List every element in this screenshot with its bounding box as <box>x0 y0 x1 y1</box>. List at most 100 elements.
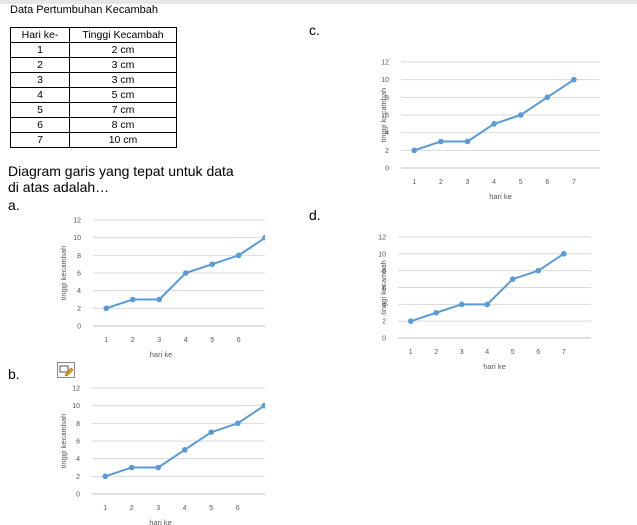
y-axis-label: tinggi kecambah <box>59 414 68 469</box>
y-tick-label: 10 <box>381 77 389 84</box>
y-tick-label: 8 <box>382 268 386 275</box>
data-point <box>261 402 265 409</box>
data-point <box>235 252 242 259</box>
x-tick-label: 2 <box>434 349 438 356</box>
y-tick-label: 6 <box>77 271 81 278</box>
x-tick-label: 4 <box>485 349 489 356</box>
data-point <box>209 261 216 267</box>
option-d-label[interactable]: d. <box>309 207 321 223</box>
y-tick-label: 0 <box>77 324 81 331</box>
data-point <box>491 121 497 127</box>
y-tick-label: 0 <box>382 336 386 343</box>
x-tick-label: 3 <box>156 505 160 512</box>
x-tick-label: 1 <box>104 337 108 344</box>
paste-options-icon[interactable] <box>57 362 75 378</box>
option-c-label[interactable]: c. <box>309 22 320 38</box>
y-axis-label: tinggi kecambah <box>379 260 388 315</box>
y-tick-label: 2 <box>76 474 80 481</box>
y-tick-label: 0 <box>76 492 80 499</box>
pencil-icon <box>59 365 74 377</box>
data-point <box>458 301 465 308</box>
table-cell: 2 <box>10 57 70 73</box>
table-header-row: Hari ke- Tinggi Kecambah <box>10 27 177 43</box>
y-tick-label: 2 <box>77 306 81 313</box>
table-cell: 10 cm <box>69 132 177 148</box>
x-tick-label: 2 <box>131 337 135 344</box>
data-point <box>484 301 491 308</box>
table-cell: 8 cm <box>69 117 177 133</box>
x-tick-label: 3 <box>460 349 464 356</box>
y-tick-label: 6 <box>76 439 80 446</box>
page-title: Data Pertumbuhan Kecambah <box>10 4 158 16</box>
data-point <box>182 270 189 276</box>
data-point <box>181 447 188 453</box>
table-cell: 3 cm <box>69 57 177 73</box>
y-axis-label: tinggi kecambah <box>59 246 68 301</box>
table-row: 7 10 cm <box>10 132 177 148</box>
x-tick-label: 2 <box>130 505 134 512</box>
data-point <box>407 318 414 324</box>
table-header-day: Hari ke- <box>10 27 70 43</box>
top-border <box>0 0 637 4</box>
y-tick-label: 6 <box>385 113 389 120</box>
table-cell: 3 cm <box>69 72 177 88</box>
y-tick-label: 4 <box>76 456 80 463</box>
y-tick-label: 12 <box>72 386 80 393</box>
y-tick-label: 12 <box>73 218 81 225</box>
data-point <box>438 138 444 145</box>
data-point <box>571 76 577 83</box>
x-tick-label: 4 <box>184 337 188 344</box>
y-tick-label: 2 <box>382 319 386 326</box>
data-point <box>517 112 524 118</box>
y-tick-label: 12 <box>381 60 389 67</box>
y-tick-label: 8 <box>76 421 80 428</box>
table-cell: 2 cm <box>69 42 177 58</box>
option-a-label[interactable]: a. <box>8 197 20 213</box>
table-cell: 5 <box>10 102 70 118</box>
y-tick-label: 8 <box>77 253 81 260</box>
x-tick-label: 3 <box>157 337 161 344</box>
table-cell: 6 <box>10 117 70 133</box>
table-cell: 5 cm <box>69 87 177 103</box>
data-point <box>128 464 135 471</box>
data-point <box>411 147 418 154</box>
y-tick-label: 10 <box>72 403 80 410</box>
data-point <box>102 473 109 480</box>
data-point <box>155 464 162 471</box>
data-point <box>103 305 110 312</box>
data-point <box>156 296 163 303</box>
x-tick-label: 6 <box>236 505 240 512</box>
data-point <box>560 251 567 257</box>
data-point <box>234 420 241 427</box>
y-tick-label: 10 <box>73 235 81 242</box>
table-cell: 7 <box>10 132 70 148</box>
table-header-height: Tinggi Kecambah <box>69 27 177 43</box>
x-tick-label: 4 <box>183 505 187 512</box>
x-tick-label: 5 <box>209 505 213 512</box>
x-tick-label: 6 <box>237 337 241 344</box>
x-tick-label: 6 <box>545 179 549 186</box>
data-point <box>262 234 265 241</box>
x-tick-label: 3 <box>466 179 470 186</box>
option-b-label[interactable]: b. <box>8 366 20 382</box>
y-tick-label: 6 <box>382 285 386 292</box>
data-point <box>535 267 542 274</box>
x-tick-label: 4 <box>492 179 496 186</box>
x-tick-label: 5 <box>519 179 523 186</box>
x-tick-label: 6 <box>536 349 540 356</box>
data-point <box>544 94 551 101</box>
table-cell: 4 <box>10 87 70 103</box>
x-tick-label: 7 <box>572 179 576 186</box>
x-tick-label: 5 <box>511 349 515 356</box>
x-tick-label: 2 <box>439 179 443 186</box>
x-tick-label: 1 <box>412 179 416 186</box>
y-tick-label: 2 <box>385 148 389 155</box>
